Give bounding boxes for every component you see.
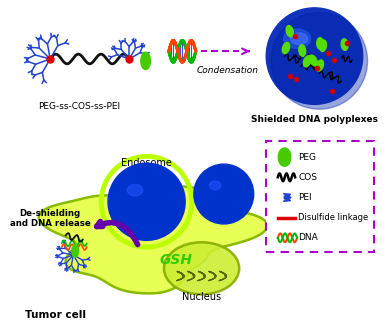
Text: Disulfide linkage: Disulfide linkage [298,213,368,222]
Circle shape [108,163,185,240]
Text: Condensation: Condensation [196,66,258,75]
Ellipse shape [127,184,143,196]
Ellipse shape [319,40,327,51]
Ellipse shape [286,26,293,37]
Text: GSH: GSH [159,253,192,267]
Text: PEI: PEI [298,193,312,202]
Circle shape [266,8,363,104]
Text: PEG: PEG [298,153,316,162]
Text: Shielded DNA polyplexes: Shielded DNA polyplexes [251,115,378,124]
Ellipse shape [209,181,221,190]
Ellipse shape [316,60,323,71]
Text: De-shielding
and DNA release: De-shielding and DNA release [10,209,91,228]
Ellipse shape [278,148,291,166]
Text: DNA: DNA [298,233,318,242]
Ellipse shape [283,29,310,48]
Ellipse shape [299,45,306,56]
Polygon shape [39,186,267,293]
Ellipse shape [309,55,317,66]
Ellipse shape [303,56,311,67]
Text: PEG-ss-COS-ss-PEI: PEG-ss-COS-ss-PEI [38,102,120,112]
Text: Endosome: Endosome [121,158,172,168]
Text: Nucleus: Nucleus [182,292,221,302]
FancyBboxPatch shape [266,141,374,252]
Circle shape [194,164,254,224]
Ellipse shape [290,33,308,44]
Ellipse shape [282,42,290,54]
Text: Tumor cell: Tumor cell [25,310,86,320]
Ellipse shape [72,245,78,257]
Ellipse shape [141,52,151,70]
Ellipse shape [341,39,348,50]
Circle shape [271,13,368,109]
Ellipse shape [164,242,239,294]
Ellipse shape [317,38,323,49]
Text: COS: COS [298,173,317,182]
